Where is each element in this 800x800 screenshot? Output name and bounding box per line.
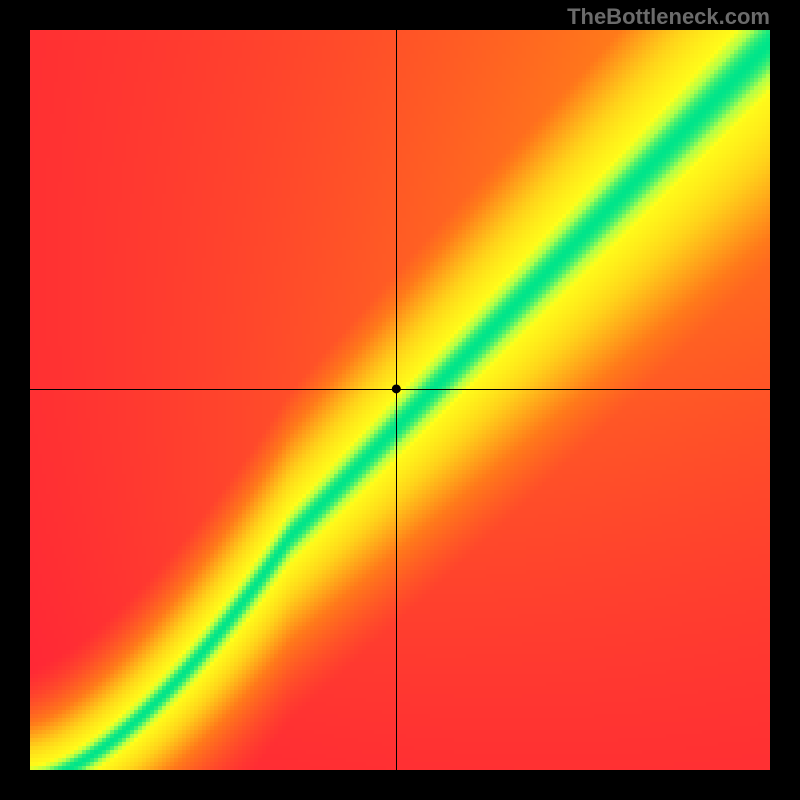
chart-container: TheBottleneck.com [0, 0, 800, 800]
overlay-canvas [30, 30, 770, 770]
watermark-text: TheBottleneck.com [567, 4, 770, 30]
